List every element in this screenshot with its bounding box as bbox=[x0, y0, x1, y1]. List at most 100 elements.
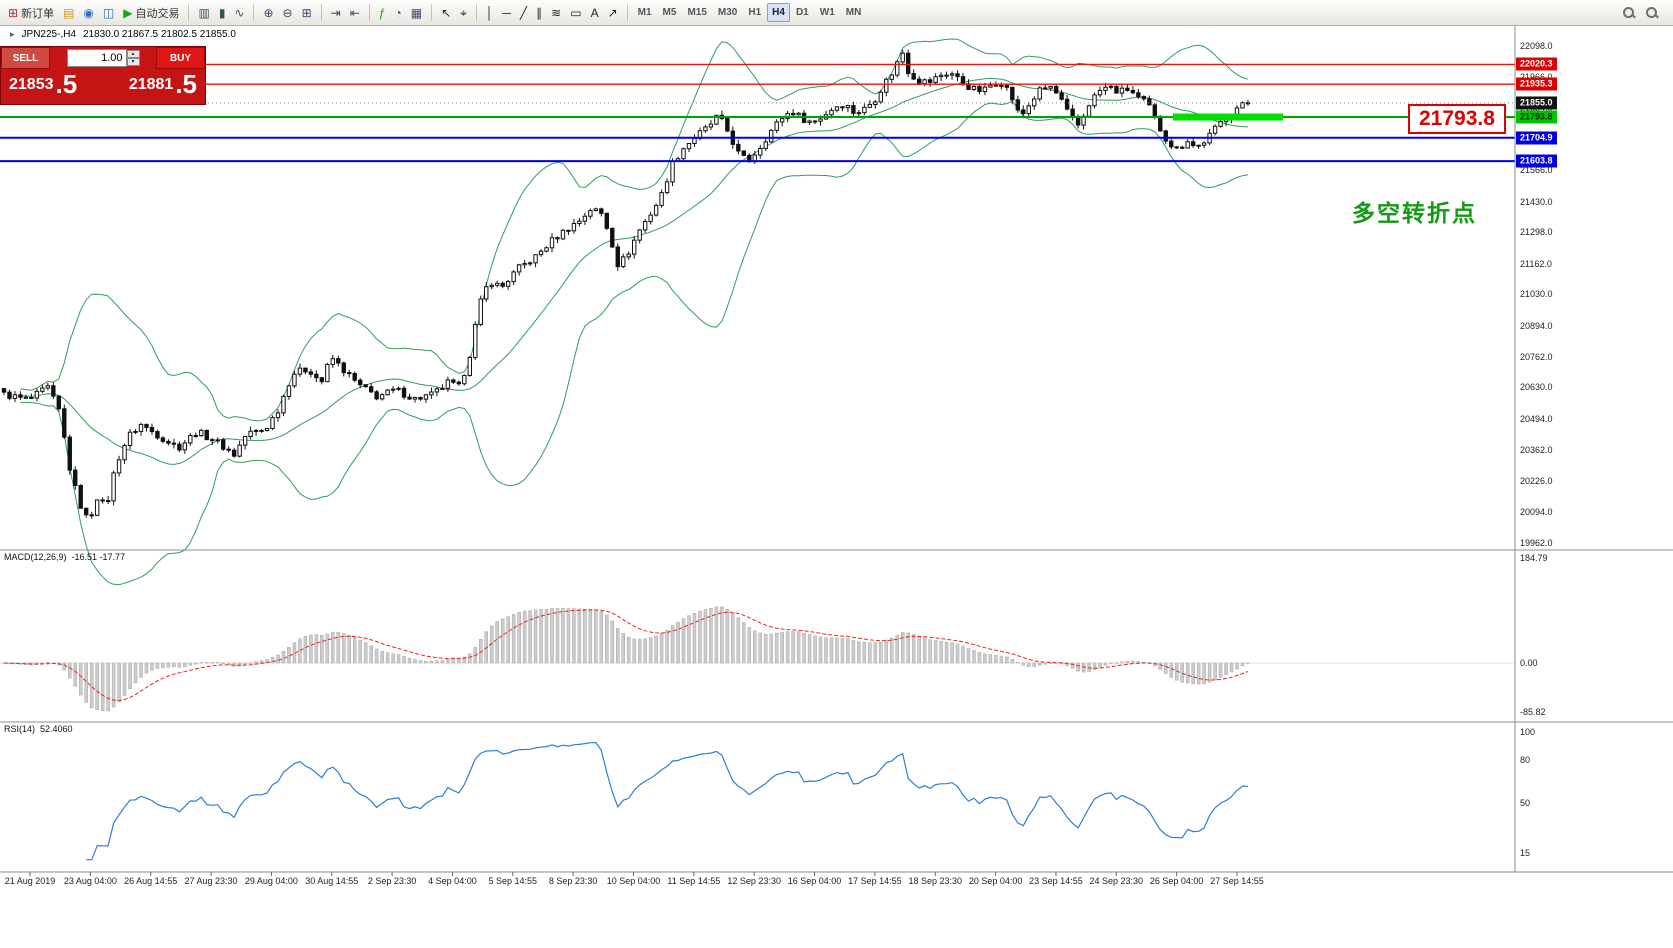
toolbar-separator bbox=[368, 4, 370, 21]
candle bbox=[582, 212, 588, 225]
candle bbox=[281, 394, 286, 417]
candle bbox=[642, 218, 648, 234]
candle bbox=[341, 361, 346, 377]
zoom-out-icon[interactable]: ⊖ bbox=[279, 3, 297, 22]
candle bbox=[664, 178, 670, 195]
tf-m15-button[interactable]: M15 bbox=[682, 3, 711, 22]
candle bbox=[303, 367, 308, 375]
candle bbox=[105, 496, 111, 505]
candle bbox=[484, 282, 489, 302]
candle bbox=[840, 105, 845, 112]
line-chart-icon[interactable]: ∿ bbox=[230, 3, 248, 22]
volume-down-button[interactable]: ▾ bbox=[126, 58, 140, 66]
macd-indicator-label: MACD(12,26,9) -16.51 -17.77 bbox=[4, 552, 125, 562]
candle bbox=[275, 409, 281, 422]
tf-w1-button[interactable]: W1 bbox=[815, 3, 840, 22]
tf-m5-button[interactable]: M5 bbox=[658, 3, 682, 22]
crosshair-icon[interactable]: ⌖ bbox=[456, 3, 471, 22]
arrow-tool-icon: ↗ bbox=[607, 5, 618, 20]
chart-shift-icon[interactable]: ⇤ bbox=[346, 3, 364, 22]
search-icon[interactable] bbox=[1621, 5, 1636, 20]
buy-button[interactable]: BUY bbox=[156, 47, 205, 69]
channel-icon: ∥ bbox=[536, 5, 543, 20]
candle bbox=[160, 436, 166, 444]
candles-layer bbox=[1, 49, 1251, 519]
tf-m30-button[interactable]: M30 bbox=[713, 3, 742, 22]
candle bbox=[1092, 92, 1097, 109]
vertical-line-icon[interactable]: │ bbox=[482, 3, 498, 22]
periods-icon[interactable]: ◔ bbox=[390, 3, 405, 22]
candle bbox=[358, 377, 363, 389]
trendline-icon[interactable]: ╱ bbox=[516, 3, 531, 22]
candle bbox=[1136, 88, 1141, 99]
auto-trading-button[interactable]: ▶ 自动交易 bbox=[119, 3, 183, 22]
channel-icon[interactable]: ∥ bbox=[532, 3, 546, 22]
shapes-icon[interactable]: ▭ bbox=[566, 3, 585, 22]
cursor-icon[interactable]: ↖ bbox=[437, 3, 455, 22]
candle bbox=[182, 439, 188, 454]
line-chart-icon: ∿ bbox=[234, 5, 245, 20]
candle bbox=[62, 404, 67, 440]
price-callout-label[interactable]: 21793.8 bbox=[1408, 104, 1506, 134]
tf-d1-button-label: D1 bbox=[795, 7, 809, 18]
zoom-in-icon[interactable]: ⊕ bbox=[259, 3, 277, 22]
trendline-icon: ╱ bbox=[519, 5, 528, 20]
auto-scroll-icon: ⇥ bbox=[330, 5, 341, 20]
candle bbox=[544, 246, 549, 253]
candle bbox=[604, 212, 609, 231]
candle bbox=[999, 82, 1004, 90]
bars-chart-icon[interactable]: ▥ bbox=[194, 3, 213, 22]
search-chart-icon[interactable] bbox=[1644, 5, 1659, 20]
tf-m30-button-label: M30 bbox=[717, 7, 738, 18]
tf-h1-button[interactable]: H1 bbox=[743, 3, 766, 22]
candle bbox=[527, 261, 533, 267]
horizontal-line-icon: ─ bbox=[502, 5, 511, 20]
candle bbox=[1, 387, 7, 396]
tile-windows-icon[interactable]: ⊞ bbox=[298, 3, 316, 22]
volume-input[interactable] bbox=[66, 49, 127, 67]
candle bbox=[719, 110, 725, 121]
horizontal-levels[interactable] bbox=[0, 63, 1515, 163]
candle bbox=[977, 84, 982, 95]
candle bbox=[308, 368, 314, 378]
turning-point-annotation[interactable]: 多空转折点 bbox=[1352, 200, 1477, 226]
text-icon: A bbox=[590, 5, 599, 20]
templates-icon[interactable]: ▦ bbox=[407, 3, 426, 22]
indicators-icon[interactable]: ƒ bbox=[375, 3, 390, 22]
candle bbox=[347, 369, 352, 378]
macd-values: -16.51 -17.77 bbox=[71, 552, 126, 562]
green-highlight-segment[interactable] bbox=[1173, 113, 1283, 121]
data-window-icon[interactable]: ◫ bbox=[99, 3, 118, 22]
tf-mn-button[interactable]: MN bbox=[841, 3, 867, 22]
candle bbox=[352, 371, 357, 383]
arrow-tool-icon[interactable]: ↗ bbox=[604, 3, 622, 22]
tf-h4-button[interactable]: H4 bbox=[767, 3, 790, 22]
candle bbox=[944, 71, 949, 80]
profiles-icon[interactable]: ▤ bbox=[59, 3, 78, 22]
new-order-button[interactable]: ⊞ 新订单 bbox=[4, 3, 58, 22]
tf-d1-button[interactable]: D1 bbox=[791, 3, 814, 22]
candle bbox=[1097, 86, 1103, 98]
volume-up-button[interactable]: ▴ bbox=[126, 50, 140, 58]
candle bbox=[703, 124, 708, 133]
candles-chart-icon[interactable]: ▮ bbox=[215, 3, 230, 22]
horizontal-line-icon[interactable]: ─ bbox=[498, 3, 515, 22]
candle bbox=[1026, 102, 1031, 117]
candle bbox=[549, 233, 555, 253]
candle bbox=[325, 362, 330, 383]
auto-scroll-icon[interactable]: ⇥ bbox=[327, 3, 345, 22]
candle bbox=[632, 236, 637, 259]
text-icon[interactable]: A bbox=[587, 3, 603, 22]
chart-marker-icon: ▸ bbox=[10, 29, 15, 39]
candle bbox=[971, 84, 977, 92]
candle bbox=[862, 103, 867, 116]
candle bbox=[116, 455, 122, 477]
market-watch-icon[interactable]: ◉ bbox=[79, 3, 97, 22]
fibonacci-icon[interactable]: ≋ bbox=[547, 3, 565, 22]
candle bbox=[834, 106, 840, 113]
candle bbox=[1245, 99, 1251, 106]
tf-m1-button[interactable]: M1 bbox=[633, 3, 657, 22]
sell-button[interactable]: SELL bbox=[1, 47, 50, 69]
candle bbox=[390, 385, 396, 394]
